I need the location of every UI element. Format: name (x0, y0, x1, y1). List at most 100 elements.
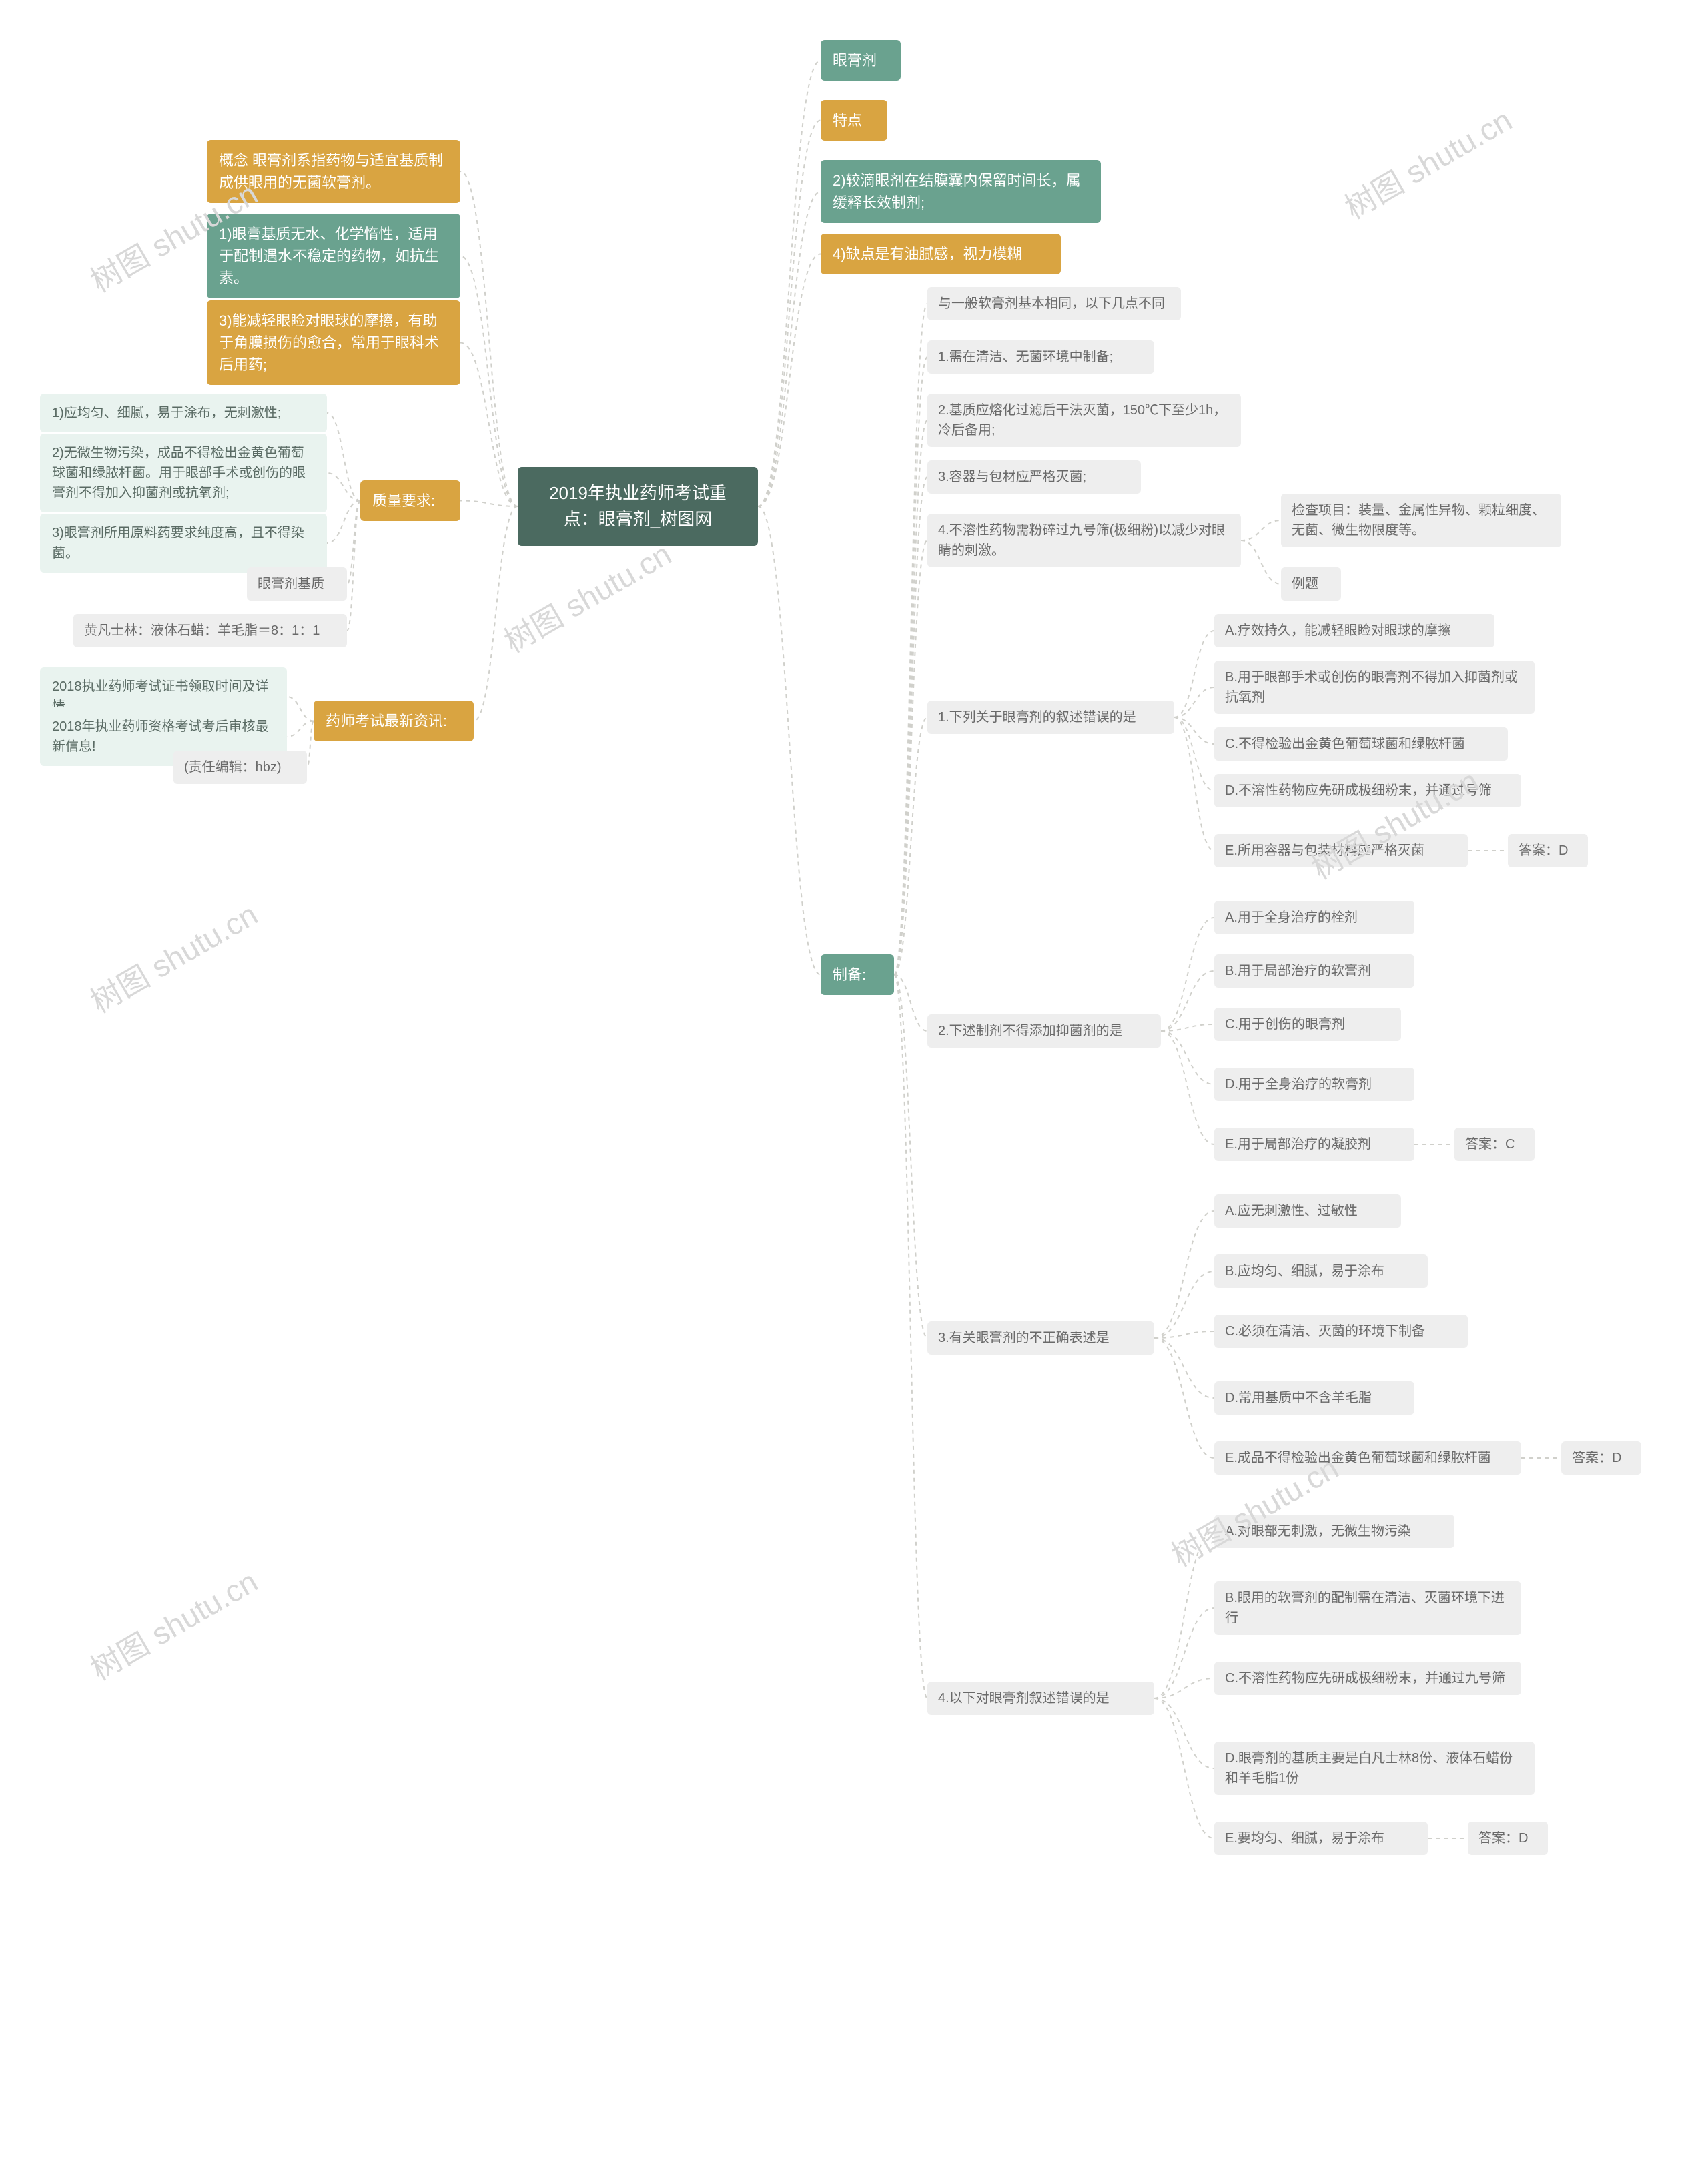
mindmap-node-ex1D[interactable]: D.不溶性药物应先研成极细粉末，并通过号筛 (1214, 774, 1521, 807)
mindmap-node-q3[interactable]: 3)眼膏剂所用原料药要求纯度高，且不得染菌。 (40, 514, 327, 573)
mindmap-node-ex1[interactable]: 1.下列关于眼膏剂的叙述错误的是 (927, 701, 1174, 734)
connector (894, 540, 927, 975)
mindmap-node-ex2C[interactable]: C.用于创伤的眼膏剂 (1214, 1008, 1401, 1041)
mindmap-node-q2[interactable]: 2)无微生物污染，成品不得检出金黄色葡萄球菌和绿脓杆菌。用于眼部手术或创伤的眼膏… (40, 434, 327, 512)
connector (327, 413, 360, 501)
mindmap-node-ex4D[interactable]: D.眼膏剂的基质主要是白凡士林8份、液体石蜡份和羊毛脂1份 (1214, 1742, 1535, 1795)
mindmap-node-r_oint[interactable]: 眼膏剂 (821, 40, 901, 81)
connector (1161, 1031, 1214, 1084)
mindmap-node-ex3E[interactable]: E.成品不得检验出金黄色葡萄球菌和绿脓杆菌 (1214, 1441, 1521, 1475)
connector (1174, 717, 1214, 851)
mindmap-node-ex2B[interactable]: B.用于局部治疗的软膏剂 (1214, 954, 1414, 988)
connector (327, 473, 360, 501)
connector (1154, 1338, 1214, 1458)
watermark: 树图 shutu.cn (495, 530, 678, 662)
mindmap-node-ex4[interactable]: 4.以下对眼膏剂叙述错误的是 (927, 1682, 1154, 1715)
connector (460, 171, 518, 506)
mindmap-node-ex1A[interactable]: A.疗效持久，能减轻眼睑对眼球的摩擦 (1214, 614, 1494, 647)
connector (894, 477, 927, 975)
mindmap-node-ex1C[interactable]: C.不得检验出金黄色葡萄球菌和绿脓杆菌 (1214, 727, 1508, 761)
mindmap-node-root[interactable]: 2019年执业药师考试重点：眼膏剂_树图网 (518, 467, 758, 546)
mindmap-node-p3[interactable]: 3.容器与包材应严格灭菌; (927, 460, 1141, 494)
connector (1241, 520, 1281, 540)
mindmap-node-ex4B[interactable]: B.眼用的软膏剂的配制需在清洁、灭菌环境下进行 (1214, 1581, 1521, 1635)
connector (1161, 918, 1214, 1031)
connector (894, 420, 927, 975)
mindmap-node-ex3B[interactable]: B.应均匀、细腻，易于涂布 (1214, 1254, 1428, 1288)
mindmap-node-ex4E[interactable]: E.要均匀、细腻，易于涂布 (1214, 1822, 1428, 1855)
mindmap-node-p_same[interactable]: 与一般软膏剂基本相同，以下几点不同 (927, 287, 1181, 320)
connector (460, 343, 518, 507)
mindmap-node-news[interactable]: 药师考试最新资讯: (314, 701, 474, 741)
watermark: 树图 shutu.cn (81, 891, 264, 1022)
connector (1154, 1698, 1214, 1768)
mindmap-node-ex3ans[interactable]: 答案：D (1561, 1441, 1641, 1475)
mindmap-node-ex2D[interactable]: D.用于全身治疗的软膏剂 (1214, 1068, 1414, 1101)
mindmap-node-ex1E[interactable]: E.所用容器与包装材料应严格灭菌 (1214, 834, 1468, 867)
connector (460, 256, 518, 507)
connector (1154, 1271, 1214, 1338)
mindmap-node-left_feat1[interactable]: 1)眼膏基质无水、化学惰性，适用于配制遇水不稳定的药物，如抗生素。 (207, 214, 460, 298)
mindmap-node-ex4ans[interactable]: 答案：D (1468, 1822, 1548, 1855)
connector (1174, 717, 1214, 744)
mindmap-node-p4_ex[interactable]: 例题 (1281, 567, 1341, 601)
mindmap-node-ex3A[interactable]: A.应无刺激性、过敏性 (1214, 1194, 1401, 1228)
connector (758, 192, 821, 506)
mindmap-node-r_feat[interactable]: 特点 (821, 100, 887, 141)
connector (1154, 1678, 1214, 1698)
watermark: 树图 shutu.cn (1336, 97, 1519, 228)
mindmap-node-ex1B[interactable]: B.用于眼部手术或创伤的眼膏剂不得加入抑菌剂或抗氧剂 (1214, 661, 1535, 714)
connector (894, 975, 927, 1032)
mindmap-node-editor[interactable]: (责任编辑：hbz) (173, 751, 307, 784)
connector (894, 975, 927, 1699)
connector (347, 501, 360, 585)
connector (1154, 1338, 1214, 1398)
mindmap-node-q_base_detail[interactable]: 黄凡士林：液体石蜡：羊毛脂＝8：1：1 (73, 614, 347, 647)
connector (327, 501, 360, 544)
connector (758, 61, 821, 507)
mindmap-node-ex4C[interactable]: C.不溶性药物应先研成极细粉末，并通过九号筛 (1214, 1662, 1521, 1695)
mindmap-node-r_prep[interactable]: 制备: (821, 954, 894, 995)
connector (1154, 1531, 1214, 1698)
mindmap-node-ex2A[interactable]: A.用于全身治疗的栓剂 (1214, 901, 1414, 934)
connector (758, 121, 821, 507)
connector (894, 357, 927, 975)
connector (1154, 1698, 1214, 1838)
connector (1174, 687, 1214, 717)
mindmap-node-ex2[interactable]: 2.下述制剂不得添加抑菌剂的是 (927, 1014, 1161, 1048)
connector (1174, 717, 1214, 791)
mindmap-node-q_base[interactable]: 眼膏剂基质 (247, 567, 347, 601)
connector (1241, 540, 1281, 584)
mindmap-node-p1[interactable]: 1.需在清洁、无菌环境中制备; (927, 340, 1154, 374)
connector (894, 717, 927, 975)
mindmap-node-r_feat4[interactable]: 4)缺点是有油腻感，视力模糊 (821, 234, 1061, 274)
mindmap-node-ex4A[interactable]: A.对眼部无刺激，无微生物污染 (1214, 1515, 1454, 1548)
connector (287, 721, 314, 737)
connector (1161, 1031, 1214, 1144)
connector (894, 975, 927, 1339)
mindmap-node-ex3C[interactable]: C.必须在清洁、灭菌的环境下制备 (1214, 1315, 1468, 1348)
connector (758, 254, 821, 507)
connector (1161, 971, 1214, 1031)
mindmap-node-p4_check[interactable]: 检查项目：装量、金属性异物、颗粒细度、无菌、微生物限度等。 (1281, 494, 1561, 547)
connector (1161, 1024, 1214, 1031)
mindmap-node-quality[interactable]: 质量要求: (360, 480, 460, 521)
mindmap-node-p2[interactable]: 2.基质应熔化过滤后干法灭菌，150℃下至少1h，冷后备用; (927, 394, 1241, 447)
connector (307, 721, 314, 768)
connector (894, 304, 927, 975)
mindmap-node-ex2E[interactable]: E.用于局部治疗的凝胶剂 (1214, 1128, 1414, 1161)
mindmap-node-left_concept[interactable]: 概念 眼膏剂系指药物与适宜基质制成供眼用的无菌软膏剂。 (207, 140, 460, 203)
connector (287, 697, 314, 721)
connector (1154, 1331, 1214, 1338)
mindmap-node-ex3D[interactable]: D.常用基质中不含羊毛脂 (1214, 1381, 1414, 1415)
mindmap-node-ex3[interactable]: 3.有关眼膏剂的不正确表述是 (927, 1321, 1154, 1355)
connector (1154, 1608, 1214, 1698)
mindmap-node-q1[interactable]: 1)应均匀、细腻，易于涂布，无刺激性; (40, 394, 327, 432)
mindmap-node-p4[interactable]: 4.不溶性药物需粉碎过九号筛(极细粉)以减少对眼睛的刺激。 (927, 514, 1241, 567)
mindmap-node-ex2ans[interactable]: 答案：C (1454, 1128, 1535, 1161)
mindmap-node-ex1ans[interactable]: 答案：D (1508, 834, 1588, 867)
connector (758, 506, 821, 975)
mindmap-node-r_feat2[interactable]: 2)较滴眼剂在结膜囊内保留时间长，属缓释长效制剂; (821, 160, 1101, 223)
mindmap-node-left_feat3[interactable]: 3)能减轻眼睑对眼球的摩擦，有助于角膜损伤的愈合，常用于眼科术后用药; (207, 300, 460, 385)
connector (474, 506, 518, 721)
